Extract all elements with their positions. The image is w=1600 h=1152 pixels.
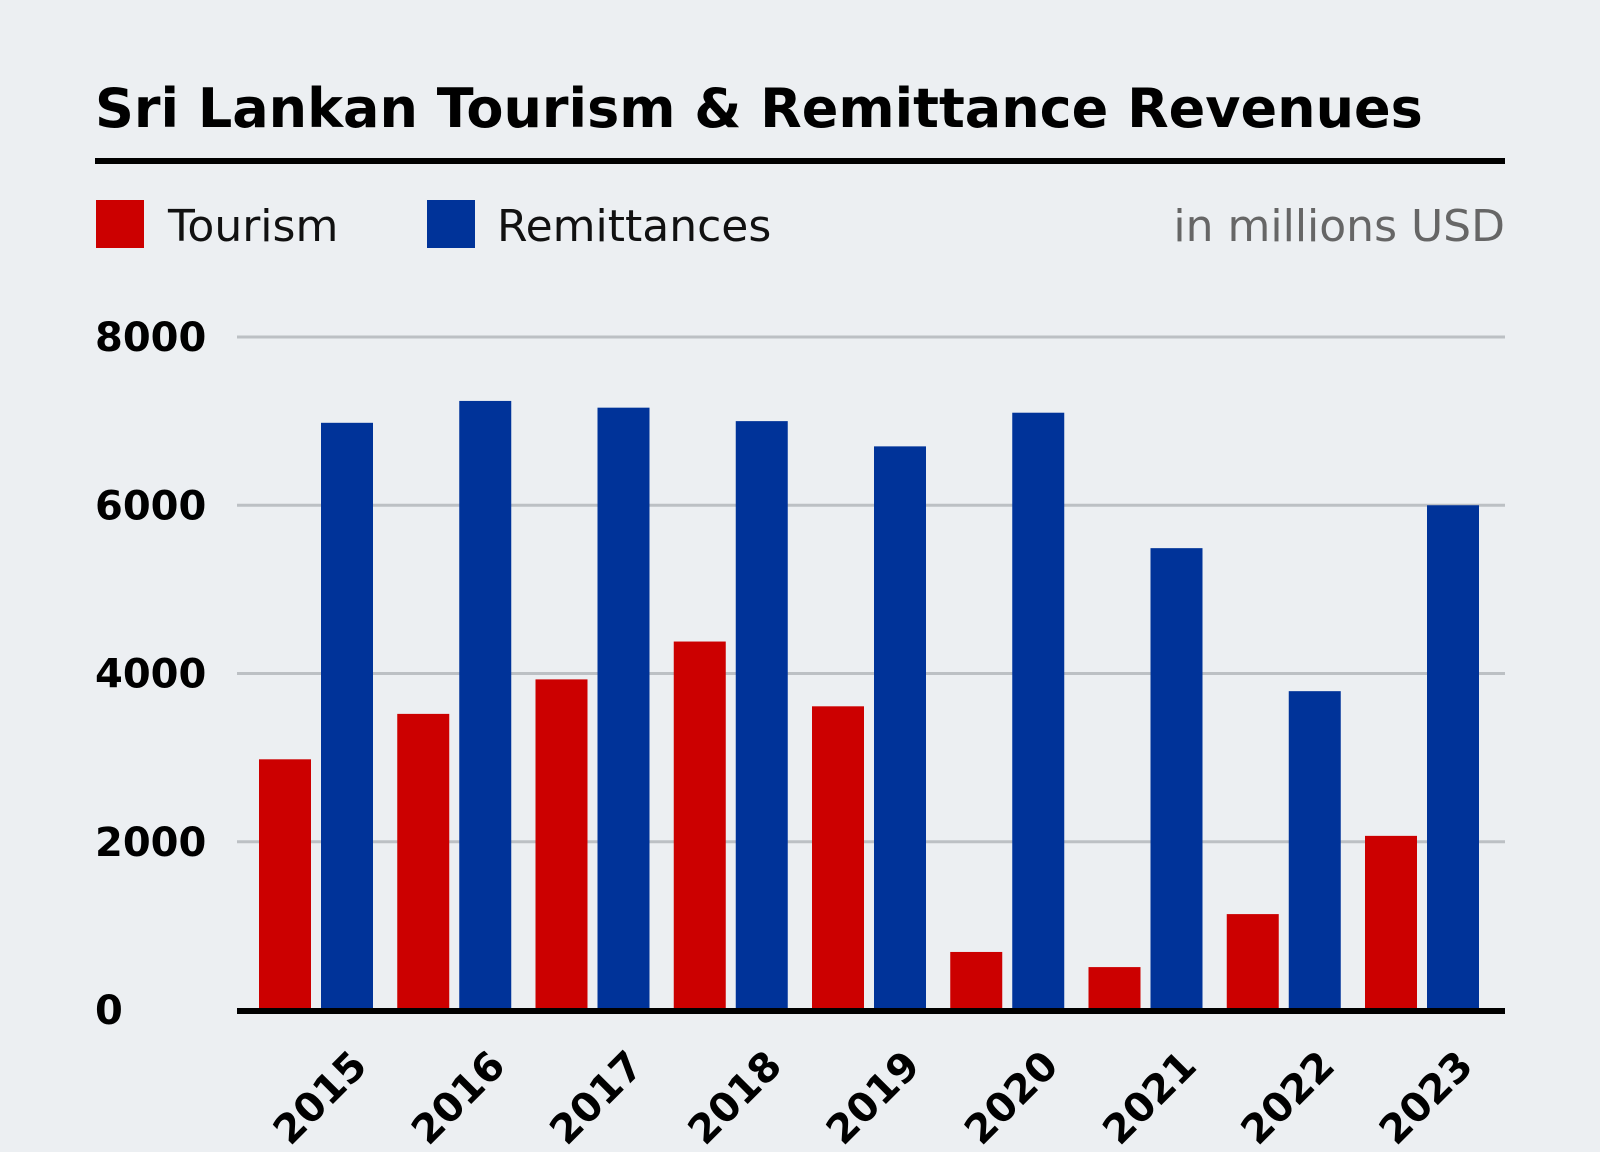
bar-tourism-2019 <box>812 706 864 1010</box>
bar-tourism-2023 <box>1365 835 1417 1010</box>
y-tick-label: 8000 <box>95 315 206 361</box>
legend-swatch-tourism <box>96 200 144 248</box>
y-tick-label: 0 <box>95 988 123 1034</box>
bar-remittances-2022 <box>1288 691 1341 1010</box>
x-axis-baseline <box>237 1008 1505 1014</box>
x-tick-label: 2018 <box>680 1043 791 1152</box>
legend-swatch-remittances <box>427 200 475 248</box>
legend-label-remittances: Remittances <box>497 201 771 252</box>
bar-tourism-2020 <box>950 951 1003 1010</box>
bar-tourism-2022 <box>1226 914 1279 1010</box>
chart-title: Sri Lankan Tourism & Remittance Revenues <box>95 77 1423 140</box>
bar-tourism-2017 <box>535 679 588 1010</box>
x-tick-label: 2016 <box>403 1043 514 1152</box>
x-tick-label: 2021 <box>1094 1043 1205 1152</box>
bar-remittances-2023 <box>1427 505 1479 1010</box>
unit-label: in millions USD <box>1173 201 1505 252</box>
bar-remittances-2017 <box>597 407 650 1010</box>
bars <box>259 400 1479 1010</box>
legend: Tourism Remittances <box>96 200 771 252</box>
bar-remittances-2018 <box>735 421 788 1010</box>
x-tick-label: 2023 <box>1371 1043 1482 1152</box>
bar-remittances-2016 <box>459 400 512 1010</box>
bar-tourism-2021 <box>1088 967 1141 1010</box>
y-tick-label: 6000 <box>95 483 206 529</box>
x-tick-label: 2015 <box>265 1043 376 1152</box>
y-axis-labels: 0 2000 4000 6000 8000 <box>95 315 206 1034</box>
title-rule <box>95 158 1505 164</box>
x-tick-label: 2022 <box>1233 1043 1344 1152</box>
bar-remittances-2015 <box>321 422 373 1010</box>
x-tick-label: 2020 <box>956 1043 1067 1152</box>
bar-tourism-2015 <box>259 759 311 1010</box>
legend-label-tourism: Tourism <box>167 201 338 252</box>
bar-remittances-2020 <box>1012 412 1065 1010</box>
bar-tourism-2016 <box>397 713 450 1010</box>
y-tick-label: 2000 <box>95 820 206 866</box>
bar-remittances-2021 <box>1150 548 1203 1010</box>
x-tick-label: 2019 <box>818 1043 929 1152</box>
bar-tourism-2018 <box>673 641 726 1010</box>
bar-remittances-2019 <box>874 446 926 1010</box>
x-axis-labels: 2015 2016 2017 2018 2019 2020 2021 2022 2023 <box>265 1043 1482 1152</box>
y-tick-label: 4000 <box>95 652 206 698</box>
x-tick-label: 2017 <box>541 1043 652 1152</box>
